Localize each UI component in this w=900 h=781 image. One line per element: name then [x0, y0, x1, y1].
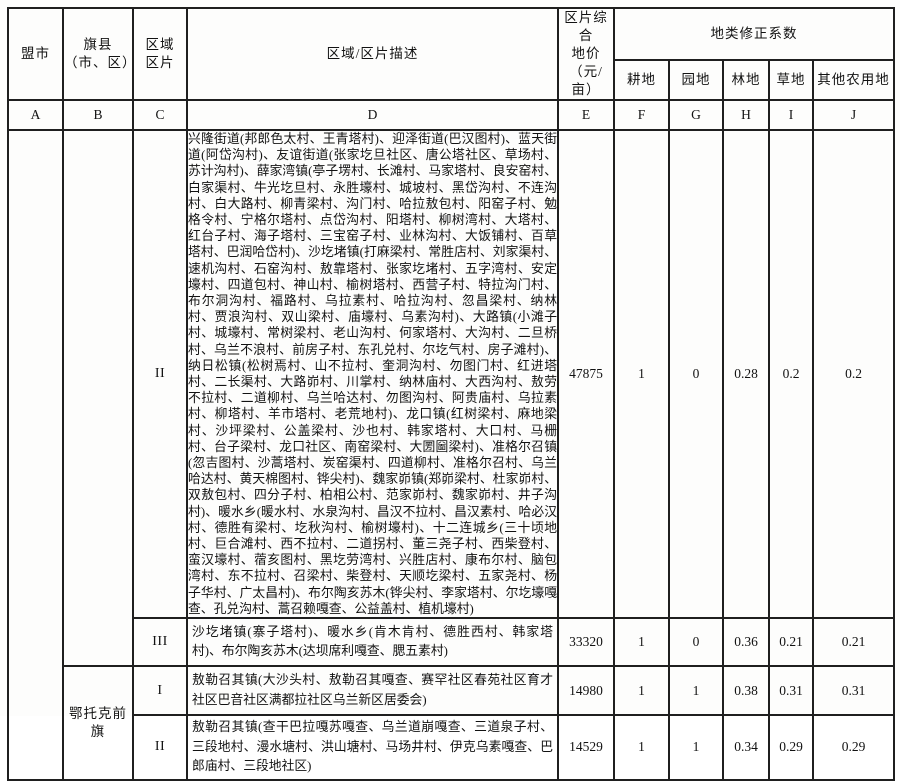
header-county: 旗县 （市、区）	[62, 7, 134, 101]
cell-garden-coef: 1	[668, 714, 724, 781]
cell-farmland-coef: 1	[613, 714, 670, 781]
table-row: II 兴隆街道(邦郎色太村、王青塔村)、迎泽街道(巴汉图村)、蓝天街道(阿岱沟村…	[7, 128, 896, 781]
col-letter-i: I	[768, 99, 814, 131]
column-letter-row: A B C D E F G H I J	[7, 99, 896, 131]
header-description: 区域/区片描述	[186, 7, 559, 101]
cell-other-coef: 0.29	[811, 714, 896, 781]
cell-farmland-coef: 1	[613, 665, 670, 717]
col-letter-j: J	[811, 99, 896, 131]
cell-garden-coef: 0	[668, 128, 724, 620]
col-letter-f: F	[613, 99, 670, 131]
cell-farmland-coef: 1	[613, 617, 670, 668]
cell-description: 敖勒召其镇(大沙头村、敖勒召其嘎查、赛罕社区春苑社区育才社区巴音社区满都拉社区乌…	[186, 665, 559, 717]
land-price-table: 盟市 旗县 （市、区） 区域 区片 区域/区片描述 区片综合 地价 （元/亩） …	[7, 6, 896, 781]
header-other-farmland: 其他农用地	[811, 59, 896, 101]
col-letter-a: A	[7, 99, 64, 131]
table-row: III 沙圪堵镇(寨子塔村)、暖水乡(肯木肯村、德胜西村、韩家塔村)、布尔陶亥苏…	[8, 617, 896, 668]
cell-league-city	[7, 129, 64, 781]
cell-other-coef: 0.31	[811, 665, 896, 717]
col-letter-c: C	[132, 99, 188, 131]
cell-price: 14980	[557, 665, 615, 717]
cell-grass-coef: 0.29	[768, 714, 814, 781]
cell-forest-coef: 0.38	[722, 665, 770, 717]
header-grass: 草地	[768, 59, 814, 101]
header-price: 区片综合 地价 （元/亩）	[557, 7, 615, 101]
cell-farmland-coef: 1	[613, 128, 670, 620]
cell-other-coef: 0.2	[811, 128, 896, 620]
col-letter-h: H	[722, 99, 770, 131]
table-row: II 敖勒召其镇(查干巴拉嘎苏嘎查、乌兰道崩嘎查、三道泉子村、三段地村、漫水塘村…	[8, 714, 896, 781]
cell-description: 沙圪堵镇(寨子塔村)、暖水乡(肯木肯村、德胜西村、韩家塔村)、布尔陶亥苏木(达坝…	[186, 617, 559, 668]
col-letter-g: G	[668, 99, 724, 131]
header-league-city: 盟市	[7, 7, 64, 101]
cell-county-blank	[62, 128, 134, 668]
cell-forest-coef: 0.36	[722, 617, 770, 668]
cell-description: 敖勒召其镇(查干巴拉嘎苏嘎查、乌兰道崩嘎查、三道泉子村、三段地村、漫水塘村、洪山…	[186, 714, 559, 781]
cell-grass-coef: 0.2	[768, 128, 814, 620]
cell-county: 鄂托克前旗	[62, 665, 134, 781]
cell-price: 14529	[557, 714, 615, 781]
header-zone: 区域 区片	[132, 7, 188, 101]
table-row: 鄂托克前旗 I 敖勒召其镇(大沙头村、敖勒召其嘎查、赛罕社区春苑社区育才社区巴音…	[8, 665, 896, 781]
col-letter-b: B	[62, 99, 134, 131]
cell-garden-coef: 0	[668, 617, 724, 668]
header-farmland: 耕地	[613, 59, 670, 101]
cell-grass-coef: 0.21	[768, 617, 814, 668]
cell-price: 47875	[557, 128, 615, 620]
cell-zone: III	[132, 617, 188, 668]
cell-zone: II	[132, 128, 188, 620]
header-correction-group: 地类修正系数	[612, 6, 896, 62]
cell-zone: II	[132, 714, 188, 781]
cell-garden-coef: 1	[668, 665, 724, 717]
header-garden: 园地	[668, 59, 724, 101]
cell-forest-coef: 0.34	[722, 714, 770, 781]
cell-price: 33320	[557, 617, 615, 668]
cell-description: 兴隆街道(邦郎色太村、王青塔村)、迎泽街道(巴汉图村)、蓝天街道(阿岱沟村)、友…	[186, 128, 559, 620]
document-page: 盟市 旗县 （市、区） 区域 区片 区域/区片描述 区片综合 地价 （元/亩） …	[7, 6, 896, 781]
cell-grass-coef: 0.31	[768, 665, 814, 717]
header-forest: 林地	[722, 59, 770, 101]
cell-forest-coef: 0.28	[722, 128, 770, 620]
col-letter-e: E	[557, 99, 615, 131]
cell-other-coef: 0.21	[811, 617, 896, 668]
cell-zone: I	[132, 665, 188, 717]
col-letter-d: D	[186, 99, 559, 131]
